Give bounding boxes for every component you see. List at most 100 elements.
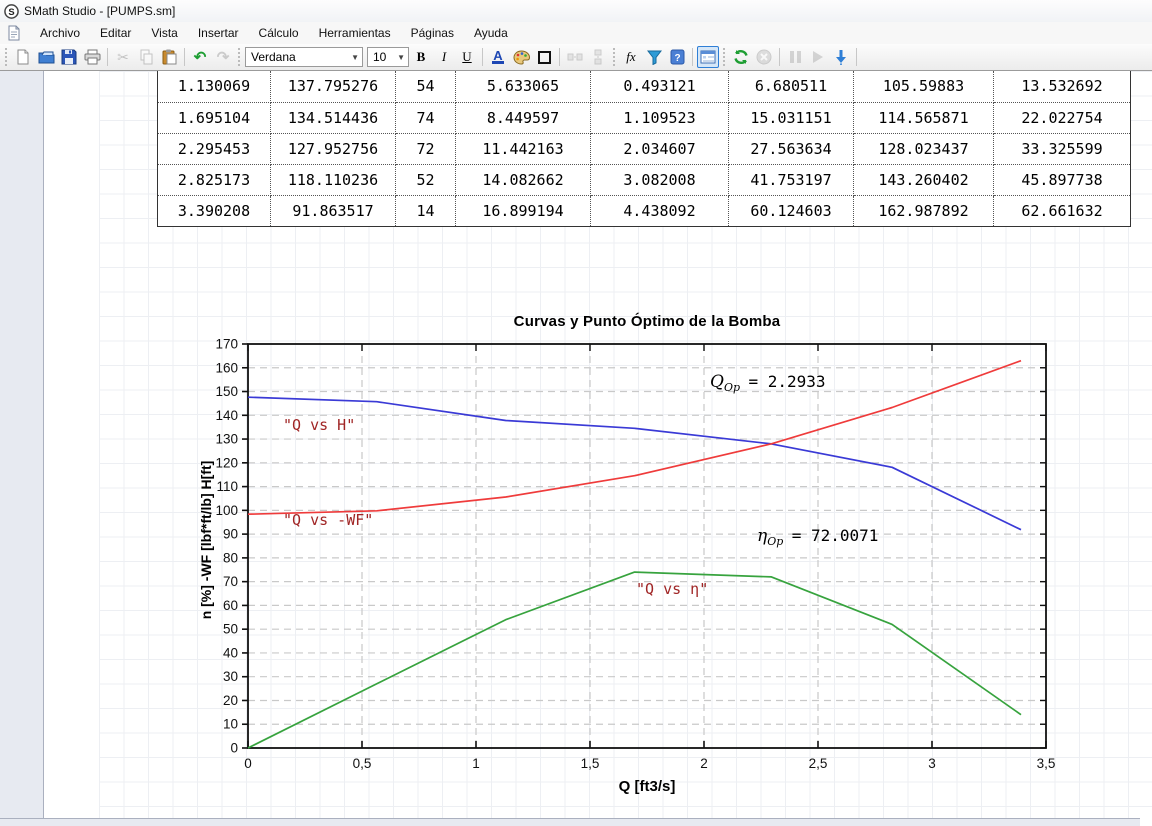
undo-icon: ↶ [193,49,207,66]
italic-button[interactable]: I [433,46,455,68]
annotation-variable: η [757,526,768,546]
table-cell: 13.532692 [993,71,1131,103]
side-panel-toggle[interactable] [697,46,719,68]
smath-logo-icon: S [4,3,19,19]
menu-item-insertar[interactable]: Insertar [197,26,239,40]
toolbar-grip[interactable] [237,48,242,66]
page-left-margin [0,71,44,826]
menu-item-editar[interactable]: Editar [100,26,132,40]
svg-text:130: 130 [215,432,238,447]
italic-icon: I [441,49,447,64]
table-cell: 134.514436 [270,101,396,134]
save-button[interactable] [58,46,80,68]
table-cell: 105.59883 [853,71,994,103]
annotation-subscript: Op [767,535,784,548]
abort-button[interactable] [753,46,775,68]
svg-text:90: 90 [223,527,238,542]
table-row: 2.295453 127.952756 72 11.442163 2.034607 27.… [157,132,1131,165]
toolbar-grip[interactable] [722,48,727,66]
svg-text:20: 20 [223,693,238,708]
menu-item-herramientas[interactable]: Herramientas [318,26,391,40]
play-button[interactable] [807,46,829,68]
step-down-icon [836,50,846,65]
curve-label-q-vs-wf: "Q vs -WF" [283,511,374,529]
svg-text:0: 0 [244,756,252,771]
pump-curves-chart[interactable]: 0 10 20 30 40 50 60 70 80 90 100 110 120 130 140 150 160… [190,300,1090,820]
y-axis-label: n [%] -WF [lbf*ft/lb] H[ft] [198,460,214,620]
paste-button[interactable] [158,46,180,68]
redo-button[interactable]: ↷ [212,46,234,68]
pause-button[interactable] [784,46,806,68]
svg-text:3,5: 3,5 [1037,756,1056,771]
curve-label-q-vs-eta: "Q vs η" [636,580,709,598]
horizontal-spacing-button[interactable] [564,46,586,68]
border-button[interactable] [533,46,555,68]
table-cell: 1.130069 [157,71,271,103]
step-button[interactable] [830,46,852,68]
font-size-select[interactable]: 10 ▼ [367,47,409,67]
table-cell: 3.082008 [590,163,729,196]
document-icon[interactable] [6,25,22,41]
chevron-down-icon: ▼ [351,52,359,62]
table-cell: 14.082662 [455,163,591,196]
undo-button[interactable]: ↶ [189,46,211,68]
table-cell: 6.680511 [728,71,854,103]
copy-icon [140,49,152,65]
annotation-variable: Q [710,372,724,392]
table-cell: 54 [395,71,456,103]
annotation-q-optimal: QOp = 2.2933 [710,372,826,394]
menu-item-ayuda[interactable]: Ayuda [473,26,508,40]
table-cell: 11.442163 [455,132,591,165]
open-file-icon [38,51,54,64]
open-file-button[interactable] [35,46,57,68]
svg-text:40: 40 [223,645,238,660]
reference-book-button[interactable]: ? [666,46,688,68]
font-color-button[interactable]: A [487,46,509,68]
svg-text:3: 3 [928,756,936,771]
table-cell: 72 [395,132,456,165]
recalculate-button[interactable] [730,46,752,68]
toolbar-grip[interactable] [4,48,9,66]
svg-text:110: 110 [216,479,238,494]
stop-icon [756,49,772,65]
cut-button[interactable]: ✂ [112,46,134,68]
copy-button[interactable] [135,46,157,68]
svg-text:160: 160 [215,360,238,375]
toolbar: ✂ ↶ ↷ Verdana ▼ 10 ▼ [0,44,1152,71]
table-cell: 127.952756 [270,132,396,165]
filter-button[interactable] [643,46,665,68]
table-cell: 1.695104 [157,101,271,134]
new-document-button[interactable] [12,46,34,68]
menu-item-páginas[interactable]: Páginas [410,26,454,40]
menu-bar: Archivo Editar Vista Insertar Cálculo Herrami… [0,22,1152,44]
svg-text:?: ? [674,53,680,64]
svg-text:30: 30 [223,669,238,684]
table-cell: 8.449597 [455,101,591,134]
menu-item-archivo[interactable]: Archivo [40,26,81,40]
table-cell: 143.260402 [853,163,994,196]
table-cell: 114.565871 [853,101,994,134]
svg-text:2: 2 [700,756,708,771]
bold-button[interactable]: B [410,46,432,68]
svg-text:100: 100 [215,503,238,518]
vertical-spacing-button[interactable] [587,46,609,68]
menu-item-vista[interactable]: Vista [151,26,178,40]
underline-button[interactable]: U [456,46,478,68]
print-button[interactable] [81,46,103,68]
table-cell: 16.899194 [455,194,591,227]
menu-item-cálculo[interactable]: Cálculo [258,26,299,40]
toolbar-grip[interactable] [612,48,617,66]
annotation-eta-optimal: ηOp = 72.0071 [757,526,878,548]
svg-text:170: 170 [215,337,238,352]
series-line-2 [247,571,1022,749]
paste-icon [162,49,176,65]
table-cell: 22.022754 [993,101,1131,134]
worksheet-canvas[interactable]: 1.130069 137.795276 54 5.633065 0.493121 6.68… [0,71,1152,826]
table-cell: 91.863517 [270,194,396,227]
print-icon [84,49,100,65]
font-family-select[interactable]: Verdana ▼ [245,47,363,67]
insert-function-button[interactable]: fx [620,46,642,68]
background-color-button[interactable] [510,46,532,68]
result-matrix[interactable]: 1.130069 137.795276 54 5.633065 0.493121 6.68… [157,71,1131,227]
